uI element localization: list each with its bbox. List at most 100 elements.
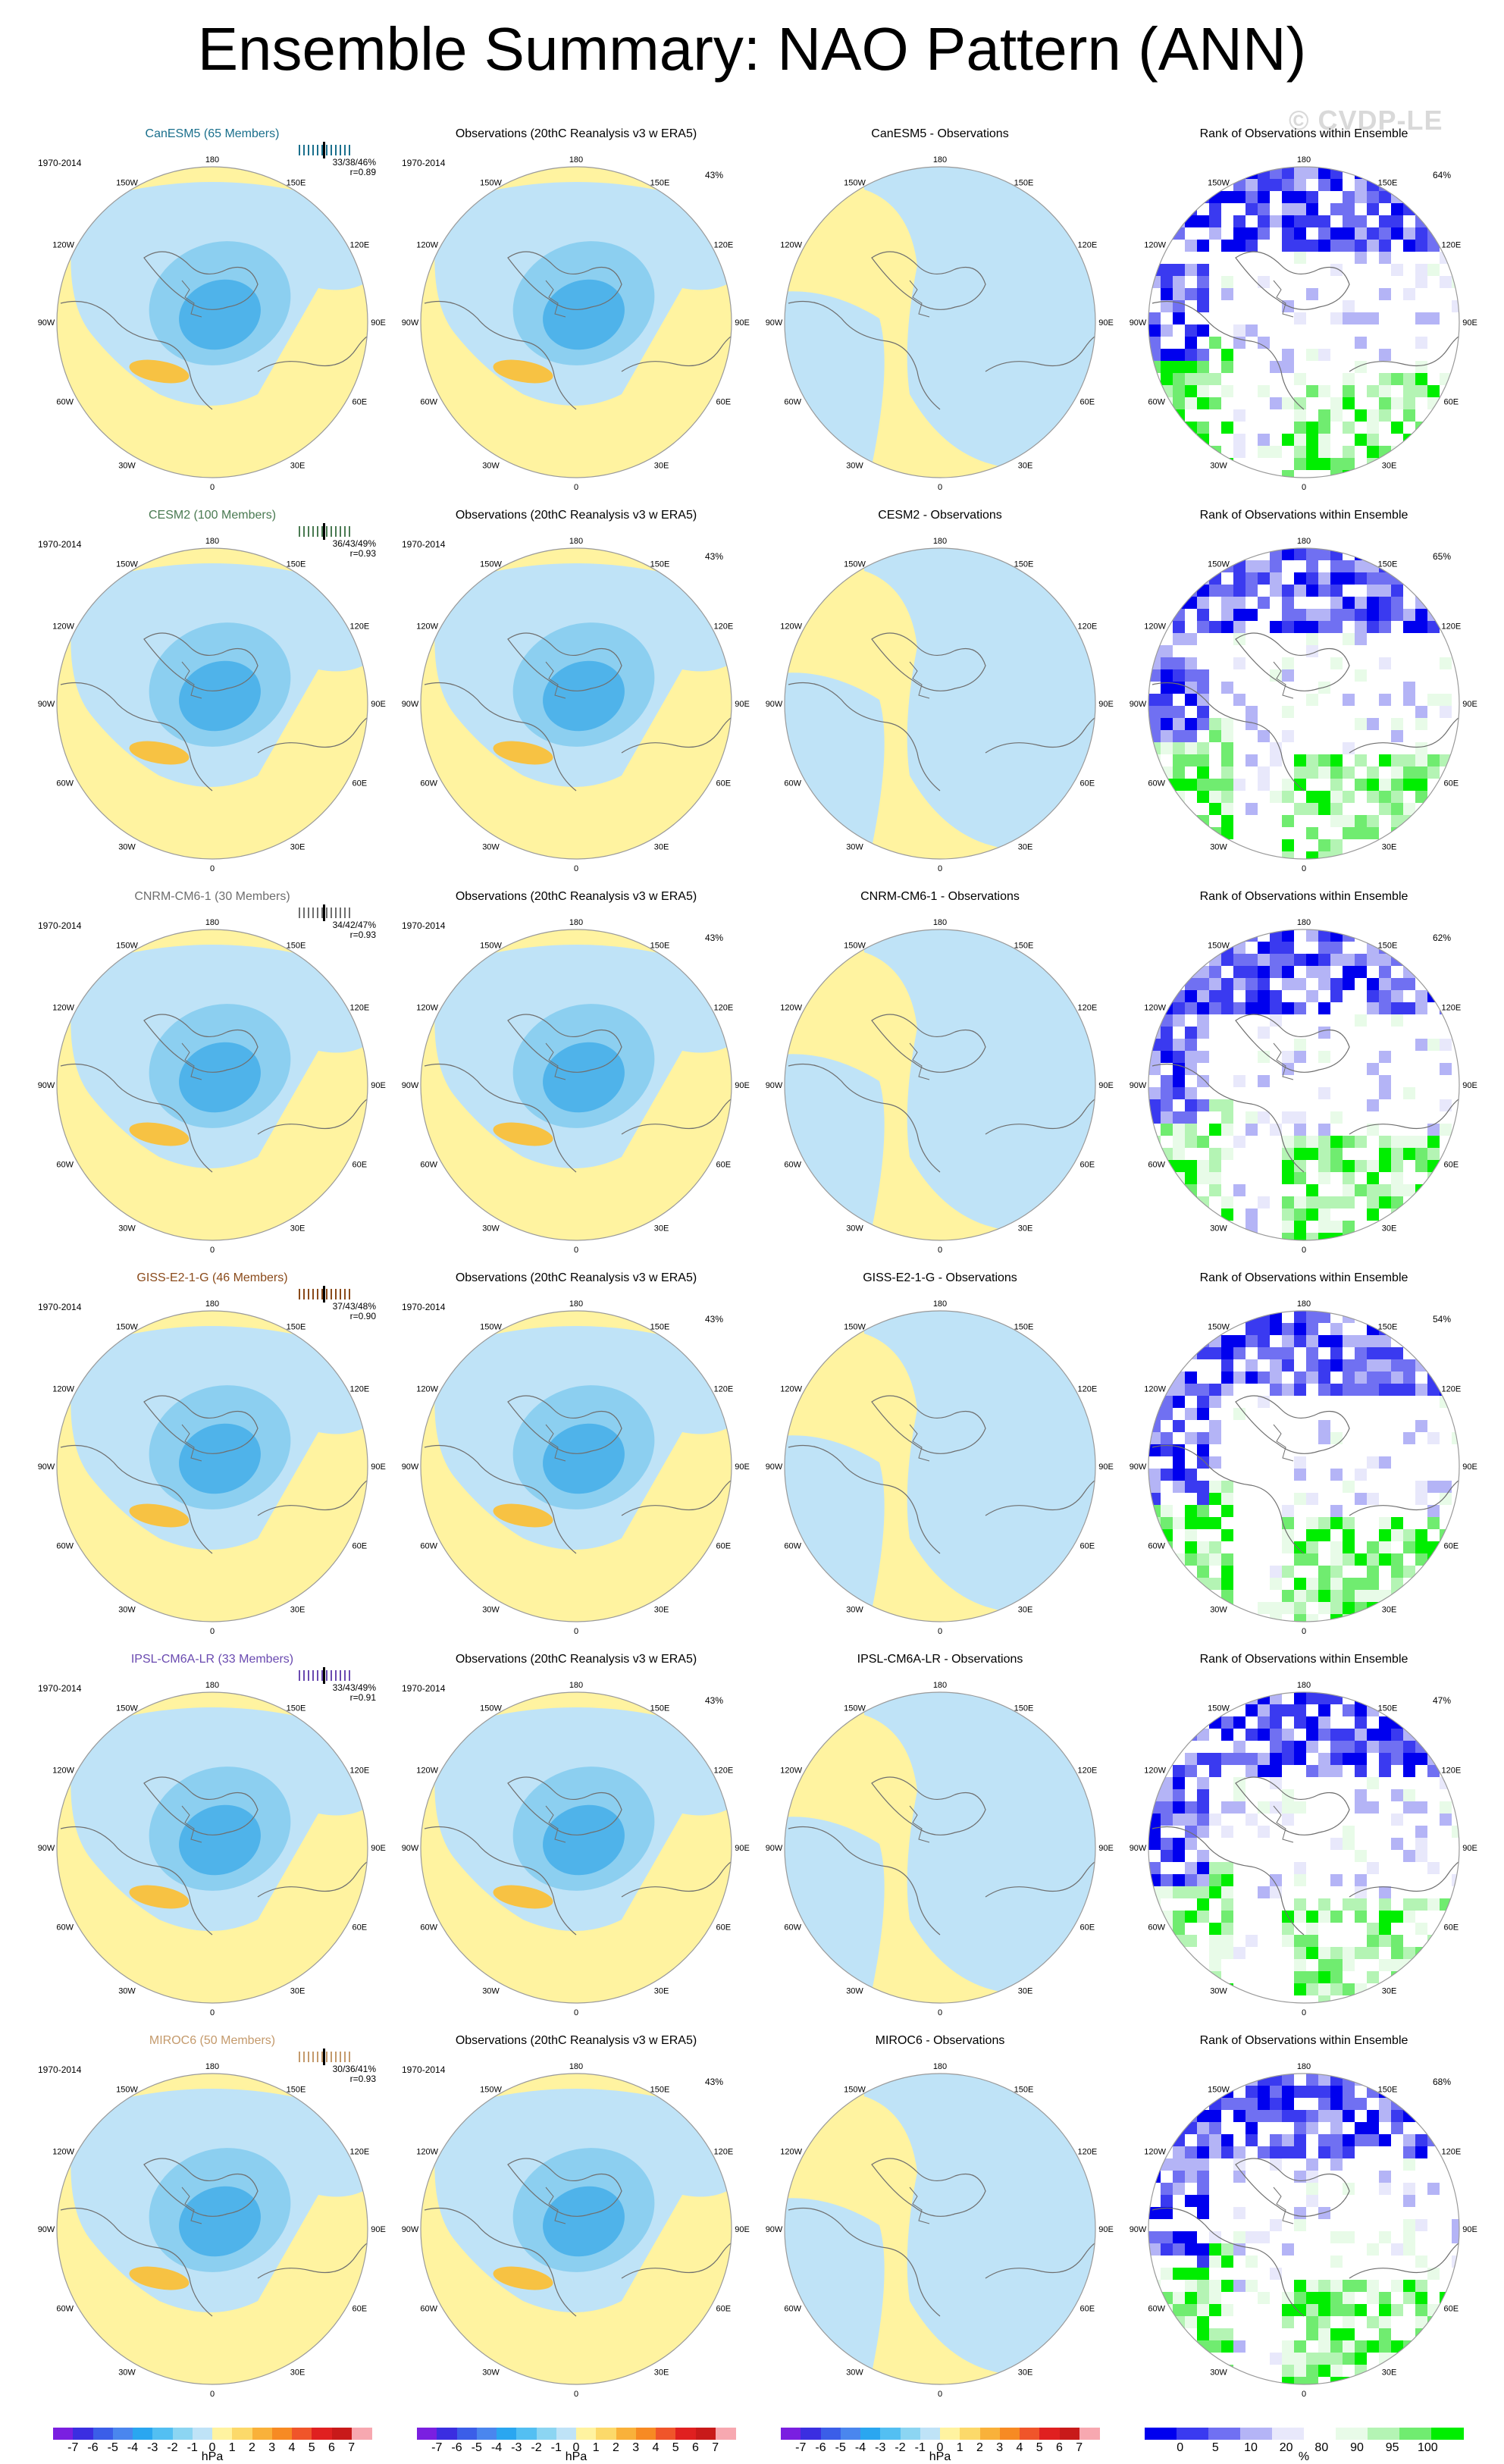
rank-cell xyxy=(1161,791,1173,803)
rank-cell xyxy=(1185,1027,1197,1039)
rank-cell xyxy=(1415,1983,1427,1995)
lon-label-w: 90W xyxy=(1130,318,1147,328)
rank-cell xyxy=(1379,966,1391,978)
panel-diff: CNRM-CM6-1 - Observations 180 150E 120E 90E 6… xyxy=(758,884,1122,1265)
rank-cell xyxy=(1148,1208,1161,1221)
colorbar-label: 95 xyxy=(1385,2441,1399,2454)
rank-cell xyxy=(1403,2219,1415,2231)
rank-cell xyxy=(1282,791,1294,803)
rank-cell xyxy=(1209,1099,1221,1111)
rank-cell xyxy=(1173,851,1185,859)
rank-cell xyxy=(1221,2074,1233,2086)
rank-cell xyxy=(1185,657,1197,669)
colorbar-label: 4 xyxy=(652,2441,660,2454)
rank-cell xyxy=(1161,742,1173,754)
rank-cell xyxy=(1294,1898,1306,1911)
rank-cell xyxy=(1233,1923,1246,1935)
rank-cell xyxy=(1415,942,1427,954)
lon-label-ese: 60E xyxy=(1444,1923,1459,1933)
lon-label-sse: 30E xyxy=(1018,1986,1033,1995)
rank-cell xyxy=(1246,954,1258,966)
rank-cell xyxy=(1161,1075,1173,1087)
colorbar-label: 3 xyxy=(632,2441,640,2454)
lon-label-sse: 30E xyxy=(654,1986,669,1995)
rank-cell xyxy=(1185,779,1197,791)
rank-cell xyxy=(1258,779,1270,791)
rank-cell xyxy=(1379,1359,1391,1372)
rank-cell xyxy=(1161,2243,1173,2256)
rank-cell xyxy=(1148,2340,1161,2353)
rank-cell xyxy=(1306,2195,1318,2207)
colorbar-label: 6 xyxy=(692,2441,699,2454)
pct-explained: 30/36/41% xyxy=(332,2064,376,2074)
rank-cell xyxy=(1391,1614,1403,1622)
rank-cell xyxy=(1173,1184,1185,1196)
rank-cell xyxy=(1197,1384,1209,1396)
rank-cell xyxy=(1306,1323,1318,1335)
rank-cell xyxy=(1185,1408,1197,1420)
rank-cell xyxy=(1343,1729,1355,1741)
rank-cell xyxy=(1427,597,1440,609)
rank-cell xyxy=(1148,1590,1161,1602)
rank-cell xyxy=(1185,470,1197,478)
rank-cell xyxy=(1415,1002,1427,1014)
colorbar-swatch xyxy=(351,2428,372,2440)
rank-cell xyxy=(1403,2353,1415,2365)
rank-cell xyxy=(1294,572,1306,585)
lon-label-n: 180 xyxy=(205,2062,219,2071)
rank-cell xyxy=(1379,791,1391,803)
rank-cell xyxy=(1148,409,1161,422)
rank-cell xyxy=(1185,1347,1197,1359)
rank-cell xyxy=(1440,1971,1452,1983)
rank-cell xyxy=(1221,1923,1233,1935)
rank-cell xyxy=(1330,1136,1343,1148)
rank-cell xyxy=(1148,1505,1161,1517)
rank-cell xyxy=(1270,2158,1282,2171)
rank-cell xyxy=(1197,2158,1209,2171)
rank-cell xyxy=(1427,1862,1440,1874)
rank-cell xyxy=(1367,1947,1379,1959)
rank-cell xyxy=(1258,2292,1270,2304)
rank-cell xyxy=(1246,203,1258,215)
rank-cell xyxy=(1233,240,1246,252)
rank-cell xyxy=(1173,1995,1185,2003)
rank-cell xyxy=(1173,572,1185,585)
rank-cell xyxy=(1318,1590,1330,1602)
map-boundary xyxy=(784,547,1096,860)
rank-cell xyxy=(1367,1729,1379,1741)
rank-cell xyxy=(1379,2098,1391,2110)
rank-cell xyxy=(1343,929,1355,942)
rank-cell xyxy=(1282,1172,1294,1184)
lon-label-wnw: 120W xyxy=(416,622,438,632)
panel-model: MIROC6 (50 Members) 1970-2014 30/36/41% r=0… xyxy=(30,2028,394,2409)
rank-cell xyxy=(1197,1614,1209,1622)
rank-cell xyxy=(1343,1529,1355,1541)
lon-label-nnw: 150W xyxy=(844,560,866,569)
rank-cell xyxy=(1209,730,1221,742)
rank-cell xyxy=(1173,560,1185,572)
rank-cell xyxy=(1197,2243,1209,2256)
rank-cell xyxy=(1330,1111,1343,1124)
rank-cell xyxy=(1379,1051,1391,1063)
rank-cell xyxy=(1282,609,1294,621)
rank-cell xyxy=(1173,1789,1185,1801)
rank-cell xyxy=(1185,954,1197,966)
rank-cell xyxy=(1148,1716,1161,1729)
rank-cell xyxy=(1452,929,1459,942)
colorbar-swatch xyxy=(715,2428,736,2440)
lon-label-w: 90W xyxy=(38,1462,55,1472)
rank-cell xyxy=(1246,1729,1258,1741)
rank-cell xyxy=(1209,397,1221,409)
rank-cell xyxy=(1379,1529,1391,1541)
pattern-correlation: r=0.93 xyxy=(349,2074,376,2084)
rank-cell xyxy=(1173,2292,1185,2304)
rank-cell xyxy=(1318,1517,1330,1529)
rank-cell xyxy=(1330,1838,1343,1850)
rank-cell xyxy=(1246,191,1258,203)
rank-cell xyxy=(1270,1716,1282,1729)
rank-cell xyxy=(1391,264,1403,276)
colorbar-swatch xyxy=(476,2428,497,2440)
rank-cell xyxy=(1148,718,1161,730)
rank-cell xyxy=(1185,1184,1197,1196)
